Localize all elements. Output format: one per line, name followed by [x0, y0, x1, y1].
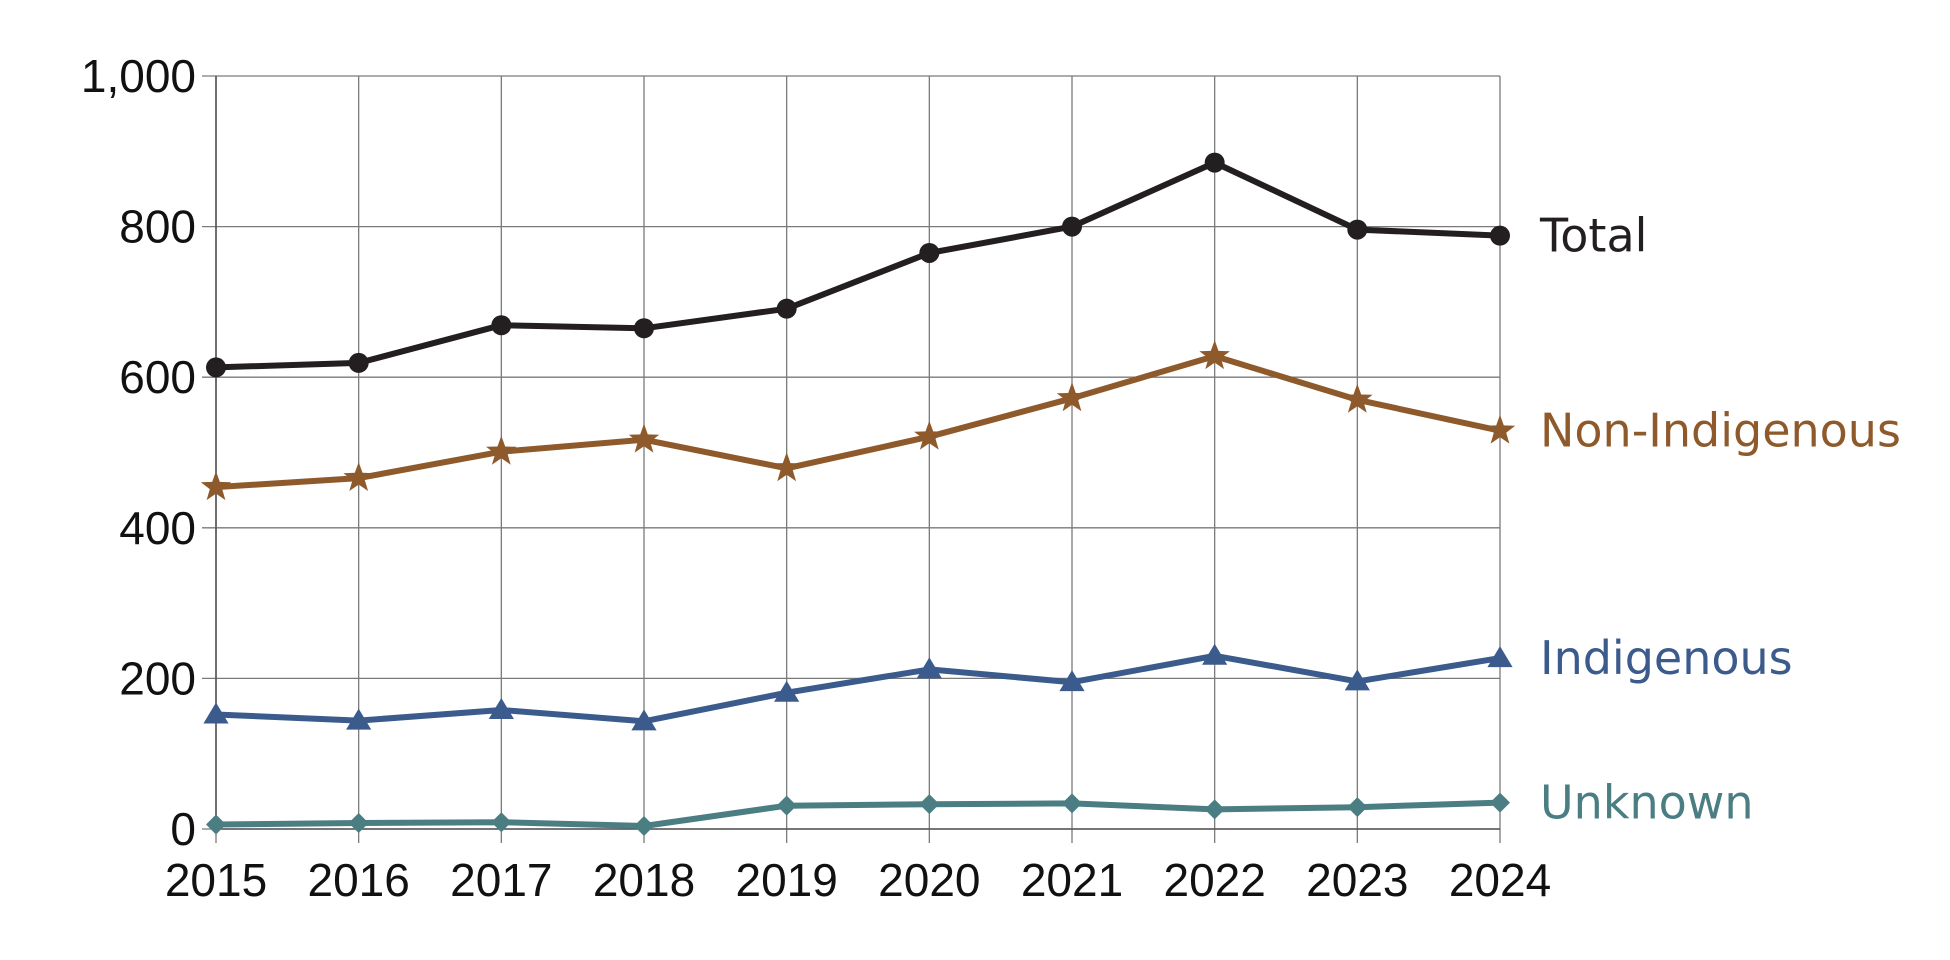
x-tick-label: 2019 [735, 854, 837, 906]
data-point-total [634, 318, 654, 339]
data-point-indigenous [1344, 669, 1370, 691]
data-point-unknown [491, 812, 512, 833]
data-point-unknown [1204, 799, 1225, 820]
data-point-total [919, 242, 940, 263]
series-label-non-indigenous: Non-Indigenous [1540, 404, 1901, 458]
data-point-non-indigenous [771, 452, 802, 482]
data-point-total [1204, 152, 1225, 173]
series-line-total [213, 159, 1503, 371]
data-point-unknown [348, 812, 369, 833]
x-tick-label: 2016 [307, 854, 409, 906]
series-label-total: Total [1539, 209, 1647, 263]
data-point-indigenous [1487, 646, 1513, 668]
series-label-indigenous: Indigenous [1540, 631, 1793, 685]
data-point-non-indigenous [914, 420, 945, 450]
data-point-non-indigenous [200, 471, 232, 501]
data-point-non-indigenous [1056, 382, 1088, 412]
y-tick-label: 0 [170, 803, 196, 855]
x-tick-label: 2024 [1449, 854, 1551, 906]
data-point-unknown [776, 795, 797, 816]
series-labels: Total Non-Indigenous Indigenous Unknown [1539, 209, 1901, 830]
axes: 0 200 400 600 800 1,000 2015 2016 2017 2018 2019 20… [81, 50, 1551, 906]
y-tick-label: 1,000 [81, 50, 196, 102]
series-line-non-indigenous [213, 353, 1503, 491]
y-tick-label: 400 [119, 502, 196, 554]
data-point-non-indigenous [1342, 383, 1373, 413]
x-tick-label: 2018 [593, 854, 695, 906]
series-line-unknown [213, 799, 1503, 829]
data-point-indigenous [916, 657, 942, 679]
data-point-unknown [634, 815, 654, 836]
series-markers [200, 152, 1516, 836]
x-tick-label: 2015 [165, 854, 267, 906]
data-point-unknown [206, 814, 226, 835]
data-point-indigenous [203, 702, 229, 724]
data-point-unknown [1062, 793, 1082, 814]
data-point-indigenous [346, 708, 372, 730]
series-label-unknown: Unknown [1540, 776, 1754, 830]
data-point-unknown [1490, 792, 1510, 813]
y-tick-label: 800 [119, 201, 196, 253]
data-point-non-indigenous [1199, 340, 1230, 370]
x-tick-label: 2017 [450, 854, 552, 906]
data-point-unknown [1347, 797, 1368, 818]
data-point-indigenous [1059, 670, 1085, 692]
data-point-total [1062, 216, 1082, 237]
data-point-total [348, 352, 369, 373]
series-line-indigenous [213, 652, 1503, 725]
data-point-total [206, 357, 226, 378]
data-point-indigenous [1202, 643, 1228, 665]
series-lines [213, 159, 1503, 829]
x-tick-label: 2020 [878, 854, 980, 906]
data-point-total [776, 298, 797, 319]
y-tick-label: 600 [119, 351, 196, 403]
x-tick-label: 2021 [1021, 854, 1123, 906]
data-point-total [1347, 219, 1368, 240]
y-tick-label: 200 [119, 652, 196, 704]
x-tick-label: 2022 [1163, 854, 1265, 906]
data-point-indigenous [488, 698, 514, 720]
data-point-indigenous [774, 680, 800, 702]
x-tick-label: 2023 [1306, 854, 1408, 906]
data-point-indigenous [631, 709, 657, 731]
data-point-non-indigenous [486, 435, 517, 465]
data-point-non-indigenous [1484, 414, 1516, 444]
data-point-unknown [919, 794, 940, 815]
data-point-total [491, 315, 512, 336]
grid [202, 75, 1501, 843]
data-point-total [1490, 225, 1510, 246]
data-point-non-indigenous [343, 462, 374, 491]
data-point-non-indigenous [628, 423, 660, 453]
